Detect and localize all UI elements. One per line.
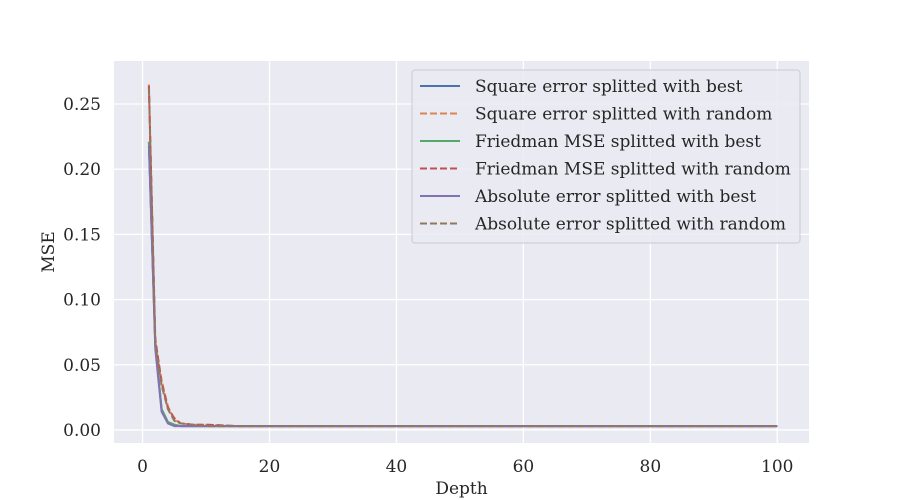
y-tick-label: 0.25	[63, 95, 101, 115]
legend-entry-label: Absolute error splitted with best	[474, 187, 756, 207]
x-tick-label: 100	[761, 457, 793, 477]
y-tick-label: 0.00	[63, 421, 101, 441]
x-tick-label: 20	[259, 457, 281, 477]
x-axis-ticks: 0 20 40 60 80 100	[137, 457, 793, 477]
x-axis-label: Depth	[435, 479, 487, 499]
legend-entry-label: Friedman MSE splitted with best	[475, 132, 761, 152]
y-tick-label: 0.10	[63, 291, 101, 311]
x-tick-label: 60	[513, 457, 535, 477]
legend-entry-label: Friedman MSE splitted with random	[475, 160, 791, 180]
legend: Square error splitted with best Square er…	[411, 69, 801, 244]
x-tick-label: 0	[137, 457, 148, 477]
x-tick-label: 40	[386, 457, 408, 477]
legend-entry-label: Absolute error splitted with random	[474, 215, 786, 235]
x-tick-label: 80	[640, 457, 662, 477]
y-tick-label: 0.20	[63, 160, 101, 180]
series-layer	[147, 84, 778, 428]
legend-entry-label: Square error splitted with best	[475, 77, 743, 97]
y-axis-ticks: 0.00 0.05 0.10 0.15 0.20 0.25	[63, 95, 101, 441]
y-tick-label: 0.05	[63, 356, 101, 376]
series-line-6	[147, 88, 778, 428]
y-axis-label: MSE	[39, 231, 59, 272]
legend-box	[411, 69, 801, 244]
legend-entry-label: Square error splitted with random	[475, 105, 772, 125]
y-tick-label: 0.15	[63, 225, 101, 245]
